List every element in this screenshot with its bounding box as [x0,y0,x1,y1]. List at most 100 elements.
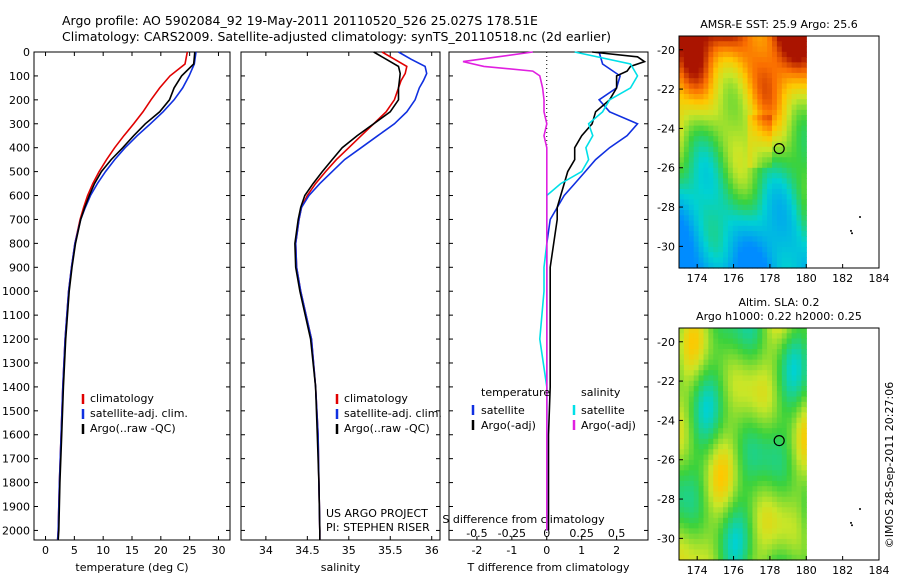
map-cell [718,386,724,392]
map-cell [767,380,773,387]
map-cell [772,220,778,227]
map-cell [718,391,724,398]
map-cell [772,72,778,79]
x-tick-label: 5 [71,544,78,557]
map-cell [762,486,768,493]
map-cell [767,412,773,419]
map-cell [776,46,783,53]
map-cell [693,104,700,111]
map-cell [796,328,802,334]
map-cell [752,517,758,524]
map-cell [683,523,690,529]
map-cell [698,359,705,366]
map-cell [786,343,793,350]
map-cell [688,454,695,461]
map-cell [801,210,807,216]
map-cell [767,220,773,227]
map-cell [698,183,705,190]
map-cell [688,470,695,477]
map-cell [786,36,793,42]
map-cell [703,438,709,445]
map-cell [727,41,734,48]
map-cell [737,554,744,561]
map-cell [757,141,763,148]
map-cell [737,370,744,377]
map-cell [757,257,763,264]
map-cell [688,83,695,90]
depth-tick-label: 1400 [2,381,30,394]
map-cell [796,496,802,503]
map-cell [742,475,749,482]
map-cell [727,512,734,519]
map-cell [698,51,705,58]
map-cell [708,67,714,74]
map-cell [679,523,685,529]
map-cell [732,199,739,206]
map-cell [693,78,700,85]
x-tick-label: 0 [543,544,550,557]
map-cell [683,486,690,493]
map-cell [776,67,783,74]
map-cell [713,354,719,361]
map-cell [796,130,802,137]
map-cell [757,41,763,48]
map-cell [683,449,690,456]
map-cell [713,125,719,132]
map-cell [708,104,714,111]
map-cell [786,459,793,466]
map-cell [801,459,807,466]
map-cell [781,94,788,100]
map-cell [713,554,719,561]
map-cell [732,470,739,477]
map-cell [742,51,749,58]
map-cell [679,343,685,350]
map-cell [679,215,685,222]
map-cell [718,380,724,387]
map-cell [698,236,705,243]
map-cell [747,115,754,121]
map-cell [776,136,783,143]
map-cell [781,396,788,403]
map-cell [752,428,758,435]
map-cell [737,354,744,361]
map-cell [757,173,763,179]
map-cell [767,88,773,95]
map-cell [801,486,807,493]
map-cell [762,338,768,345]
map-cell [698,486,705,493]
map-cell [776,486,783,493]
map-cell [786,396,793,403]
map-cell [757,252,763,259]
island-marker [851,524,853,527]
map-cell [801,173,807,179]
map-cell [713,370,719,377]
map-cell [698,94,705,100]
map-cell [757,125,763,132]
map-cell [757,194,763,201]
map-cell [688,396,695,403]
map-cell [732,459,739,466]
map-cell [688,428,695,435]
map-cell [801,115,807,121]
map-cell [713,412,719,419]
map-cell [781,241,788,248]
map-cell [757,401,763,408]
map-cell [801,141,807,148]
map-cell [723,78,729,85]
map-cell [786,225,793,232]
map-cell [698,72,705,79]
map-cell [762,62,768,69]
legend-t-satellite: satellite [481,404,525,417]
map-cell [747,502,754,508]
map-cell [762,262,768,269]
map-cell [781,236,788,243]
map-cell [713,533,719,540]
map-cell [791,141,798,148]
map-cell [708,491,714,498]
map-cell [703,246,709,253]
map-cell [718,236,724,243]
map-cell [698,370,705,377]
map-cell [742,454,749,461]
map-cell [752,162,758,169]
map-cell [723,83,729,90]
